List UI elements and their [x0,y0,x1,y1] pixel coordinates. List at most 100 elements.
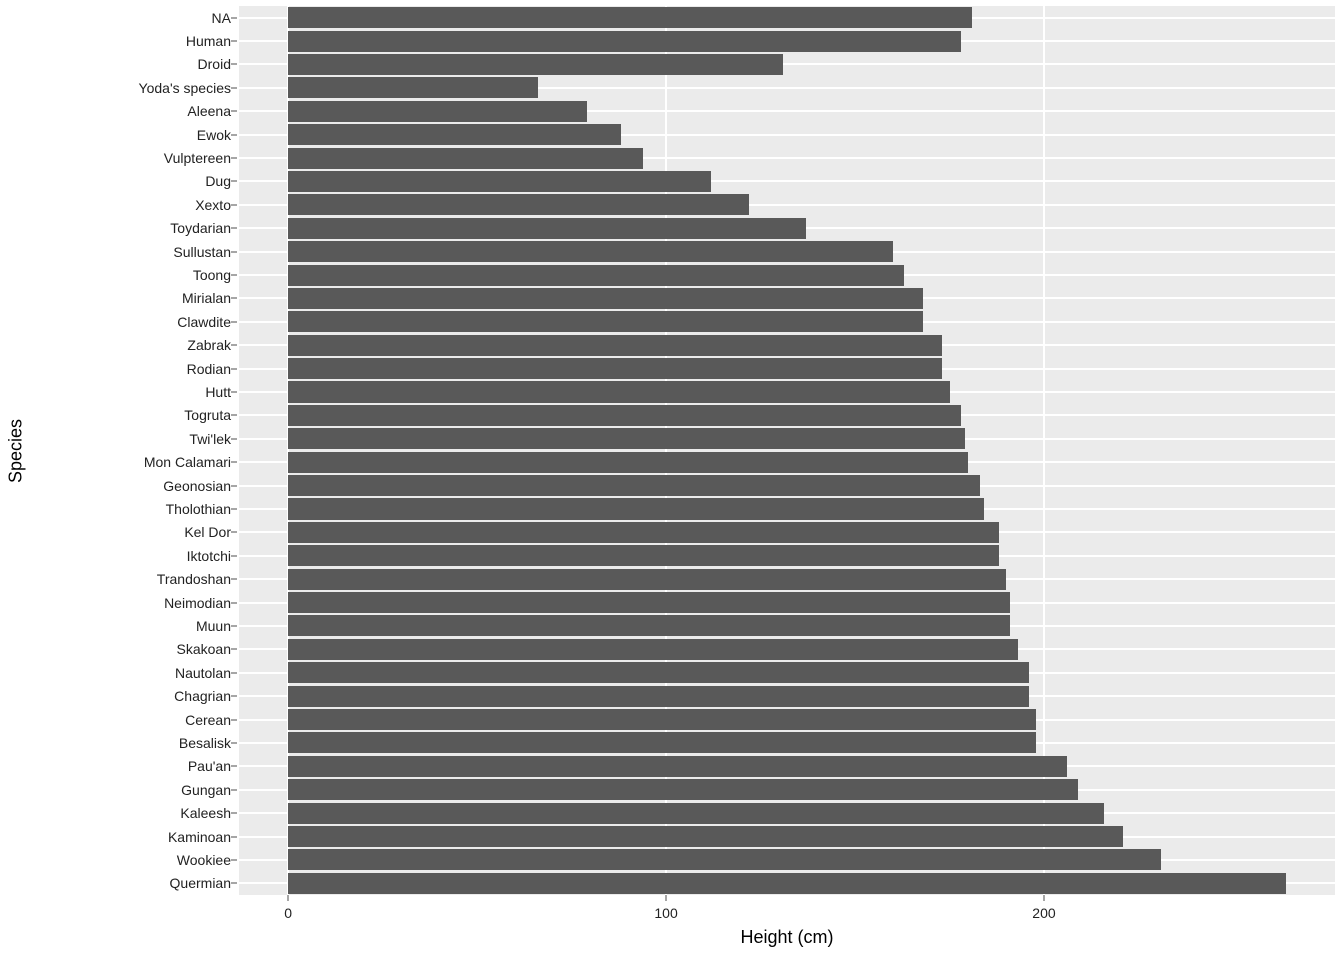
bar [288,101,587,122]
chart-container: NAHumanDroidYoda's speciesAleenaEwokVulp… [0,0,1344,960]
y-tick-mark [231,345,237,346]
y-tick-label: Kel Dor [184,524,231,540]
y-tick-label: Zabrak [187,337,231,353]
bar [288,545,999,566]
bar [288,709,1036,730]
y-tick-label: Gungan [181,782,231,798]
y-axis-title: Species [6,418,27,482]
bar [288,873,1286,894]
bar [288,662,1029,683]
y-tick-mark [231,602,237,603]
y-tick-mark [231,415,237,416]
y-tick-label: Hutt [205,384,231,400]
y-tick-mark [231,64,237,65]
x-tick-label: 100 [654,905,677,921]
y-tick-mark [231,438,237,439]
bar [288,826,1123,847]
y-tick-mark [231,742,237,743]
bar [288,358,942,379]
y-tick-mark [231,298,237,299]
y-tick-label: Toong [193,267,231,283]
y-tick-label: Wookiee [177,852,231,868]
y-tick-mark [231,111,237,112]
x-tick-mark [288,895,289,901]
y-tick-label: Neimodian [164,595,231,611]
y-tick-label: Twi'lek [189,431,231,447]
y-tick-mark [231,813,237,814]
bar [288,335,942,356]
plot-panel [239,6,1335,895]
y-tick-label: Vulptereen [164,150,231,166]
y-tick-label: Tholothian [166,501,231,517]
y-tick-mark [231,696,237,697]
y-tick-mark [231,321,237,322]
y-tick-label: Yoda's species [139,80,231,96]
y-tick-mark [231,532,237,533]
bar [288,171,711,192]
y-tick-label: Chagrian [174,688,231,704]
y-tick-label: Clawdite [177,314,231,330]
bar [288,803,1104,824]
bar [288,849,1161,870]
y-tick-mark [231,462,237,463]
bar [288,124,621,145]
bar [288,639,1017,660]
y-tick-label: Besalisk [179,735,231,751]
y-tick-mark [231,485,237,486]
bar [288,779,1078,800]
y-tick-mark [231,158,237,159]
bar [288,428,964,449]
bar [288,31,961,52]
y-tick-label: Kaleesh [180,805,231,821]
y-tick-mark [231,883,237,884]
y-tick-label: Togruta [184,407,231,423]
y-tick-label: Dug [205,173,231,189]
y-tick-label: Human [186,33,231,49]
y-tick-label: Mon Calamari [144,454,231,470]
y-tick-mark [231,251,237,252]
y-tick-label: Rodian [187,361,231,377]
y-tick-mark [231,719,237,720]
y-tick-label: Skakoan [177,641,231,657]
y-tick-mark [231,579,237,580]
y-tick-mark [231,555,237,556]
y-tick-mark [231,766,237,767]
bar [288,241,893,262]
bar [288,498,983,519]
y-tick-label: Droid [198,56,231,72]
x-tick-mark [666,895,667,901]
bar [288,381,949,402]
x-tick-label: 200 [1032,905,1055,921]
bar [288,405,961,426]
bar [288,7,972,28]
y-tick-label: Mirialan [182,290,231,306]
y-axis-labels: NAHumanDroidYoda's speciesAleenaEwokVulp… [0,6,239,895]
y-tick-label: Kaminoan [168,829,231,845]
y-tick-mark [231,859,237,860]
y-tick-label: Muun [196,618,231,634]
y-tick-mark [231,204,237,205]
bar [288,288,923,309]
bar [288,522,999,543]
y-tick-mark [231,789,237,790]
bar [288,265,904,286]
y-tick-label: Toydarian [170,220,231,236]
y-tick-mark [231,836,237,837]
y-tick-mark [231,41,237,42]
y-tick-label: Trandoshan [157,571,231,587]
bar [288,732,1036,753]
bar [288,686,1029,707]
y-tick-label: Sullustan [173,244,231,260]
y-tick-mark [231,17,237,18]
y-tick-mark [231,368,237,369]
y-tick-label: Iktotchi [187,548,231,564]
y-tick-mark [231,87,237,88]
x-tick-mark [1043,895,1044,901]
y-tick-label: NA [212,10,231,26]
y-tick-label: Nautolan [175,665,231,681]
y-tick-mark [231,508,237,509]
y-tick-label: Quermian [170,875,231,891]
bar [288,148,643,169]
bar [288,756,1067,777]
bar [288,311,923,332]
